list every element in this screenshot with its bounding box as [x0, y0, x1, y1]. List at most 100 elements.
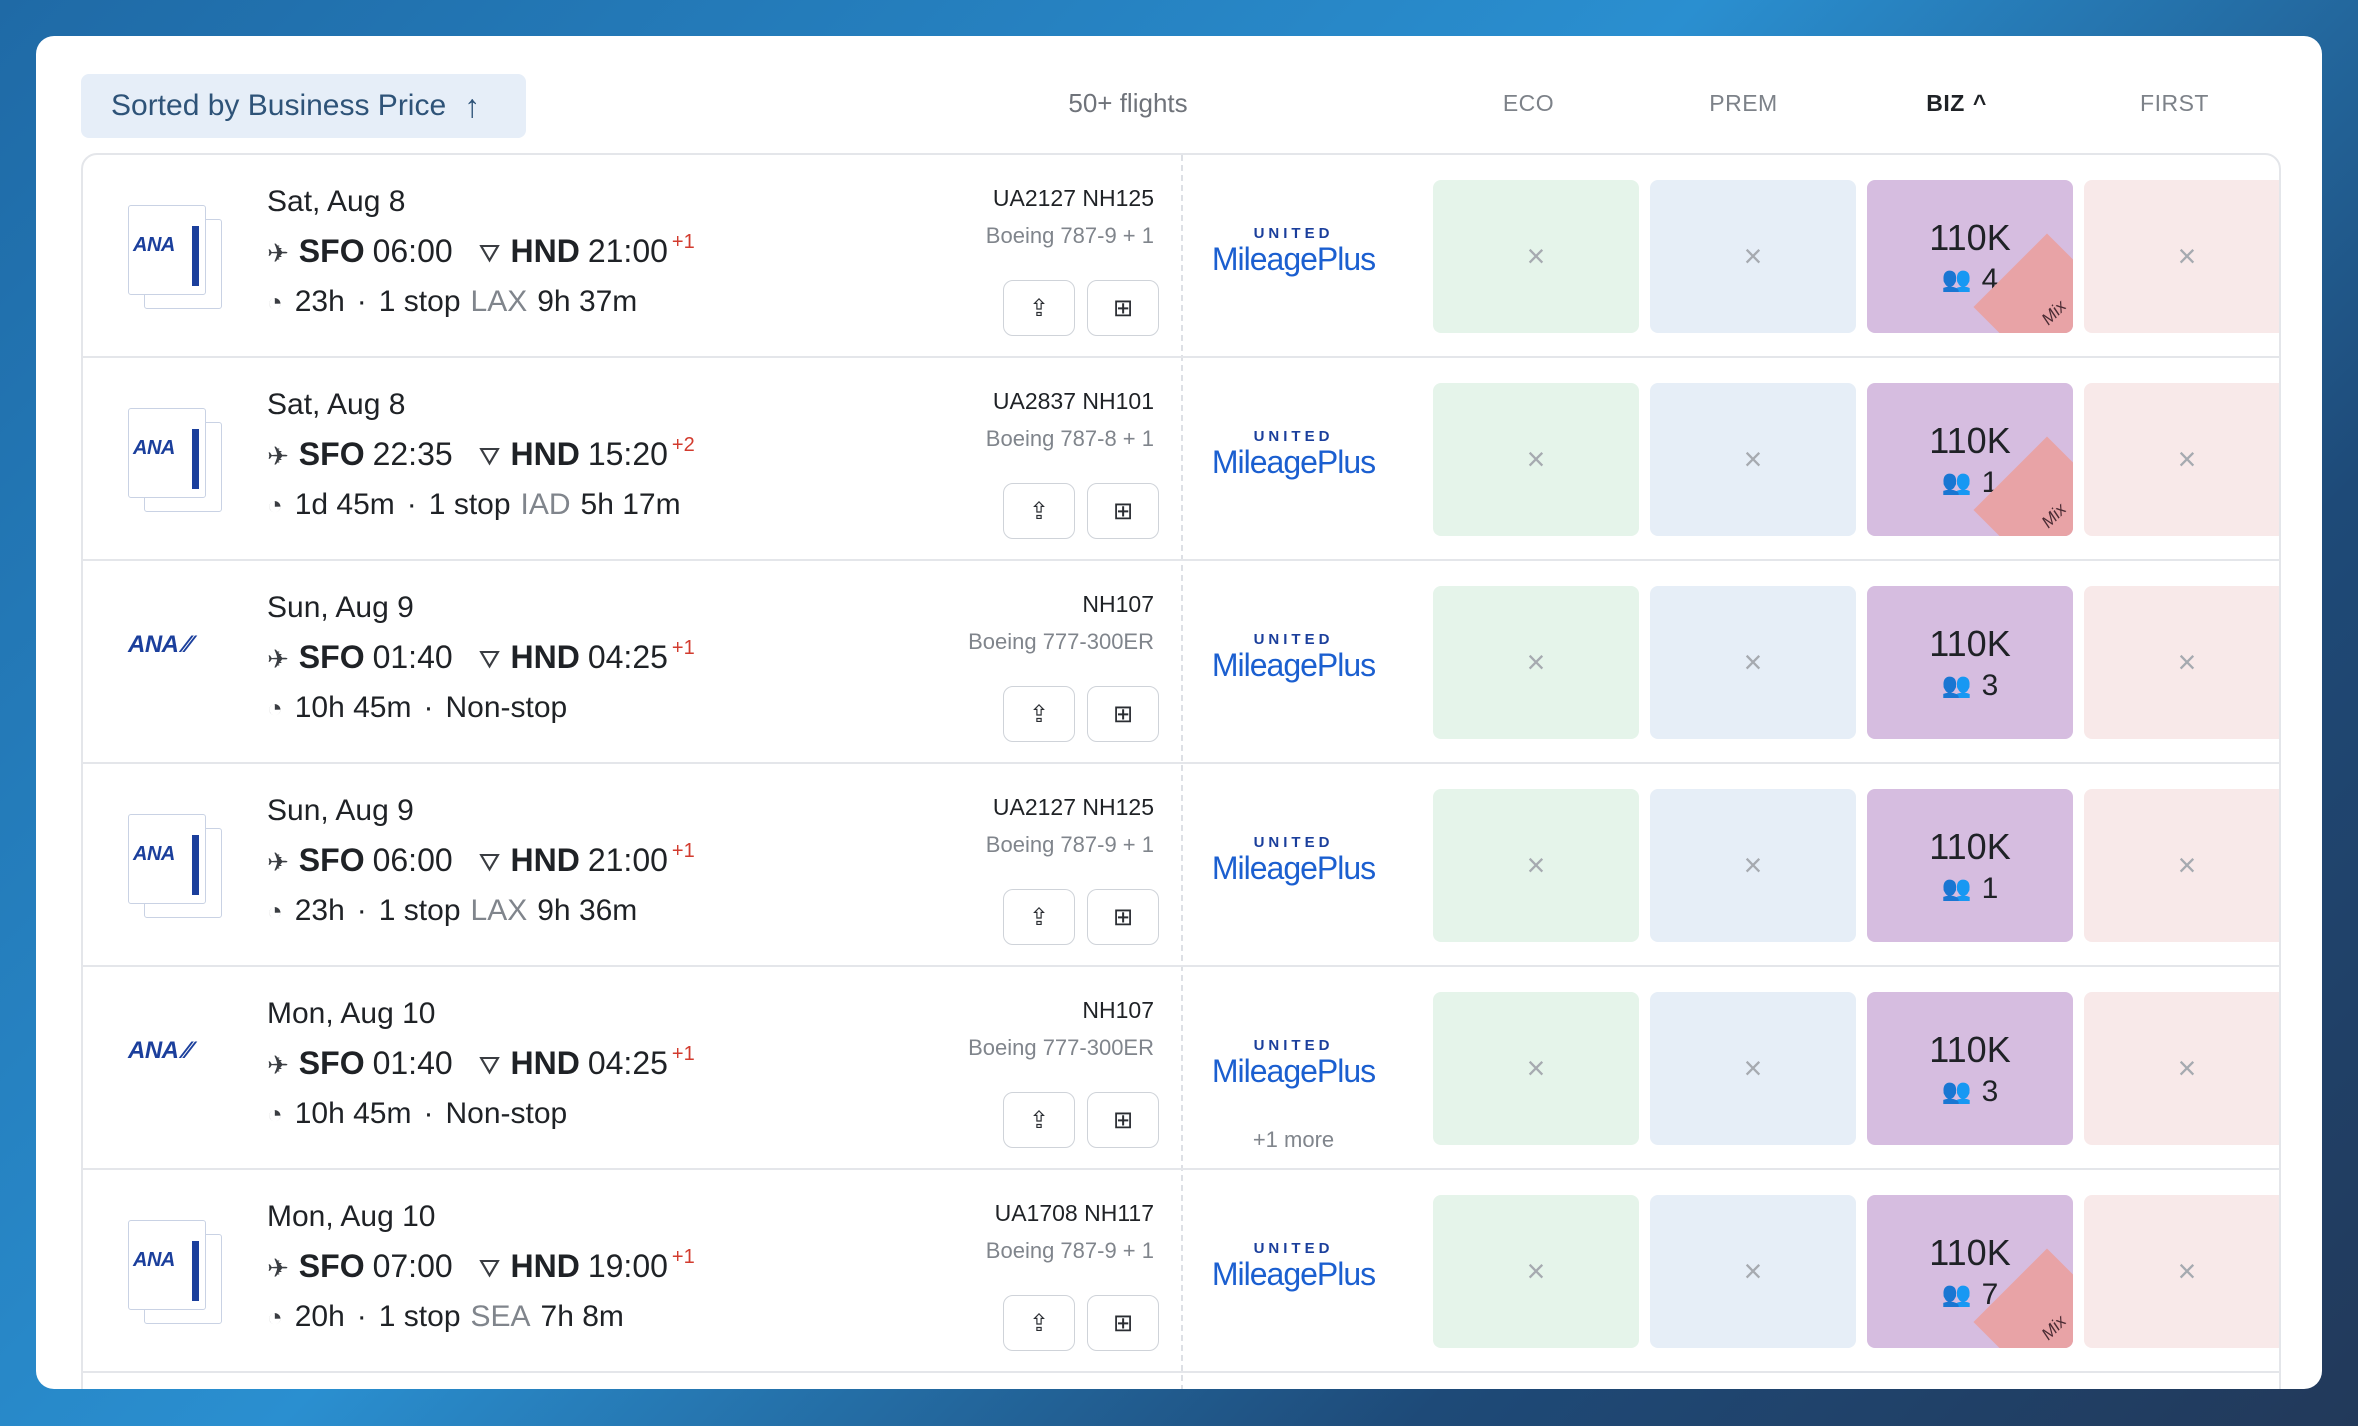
- x-icon: ×: [2177, 238, 2197, 274]
- x-icon: ×: [1743, 441, 1763, 477]
- biz-price: 110K: [1929, 825, 2011, 867]
- column-header-biz[interactable]: BIZ ^: [1854, 90, 2059, 117]
- stops-text: 1 stop: [428, 488, 511, 521]
- add-icon: ⊞: [1112, 903, 1134, 931]
- layover-airport: LAX: [470, 894, 528, 927]
- flight-row[interactable]: ANA Sat, Aug 8 ✈ SFO 22:35 ⛛ HND 15:20 +…: [83, 358, 2279, 561]
- separator-dot: ·: [406, 488, 417, 521]
- arrival-time: 21:00: [587, 842, 668, 878]
- add-button[interactable]: ⊞: [1087, 483, 1159, 539]
- fare-cell-first[interactable]: ×: [2084, 586, 2279, 739]
- clock-icon: ◔: [267, 895, 283, 926]
- share-button[interactable]: ⇪: [1003, 889, 1075, 945]
- destination-code: HND: [510, 436, 580, 472]
- add-button[interactable]: ⊞: [1087, 280, 1159, 336]
- fare-cell-prem[interactable]: ×: [1650, 180, 1856, 333]
- fare-cell-biz[interactable]: 110K 👥 1 Mix: [1867, 383, 2073, 536]
- departure-time: 22:35: [372, 436, 453, 472]
- flight-route: ✈ SFO 06:00 ⛛ HND 21:00 +1: [267, 231, 705, 270]
- fare-cell-biz[interactable]: 110K 👥 1: [1867, 789, 2073, 942]
- add-button[interactable]: ⊞: [1087, 1295, 1159, 1351]
- share-button[interactable]: ⇪: [1003, 1295, 1075, 1351]
- fare-cell-eco[interactable]: ×: [1433, 992, 1639, 1145]
- duration-text: 23h: [294, 285, 345, 318]
- origin-code: SFO: [298, 436, 365, 472]
- layover-time: 5h 17m: [580, 488, 681, 521]
- fare-cell-first[interactable]: ×: [2084, 180, 2279, 333]
- flight-numbers: UA2837 NH101: [992, 388, 1154, 414]
- stops-text: Non-stop: [445, 691, 568, 724]
- fare-cell-eco[interactable]: ×: [1433, 180, 1639, 333]
- airline-logo: ANA: [128, 408, 228, 512]
- fare-cell-first[interactable]: ×: [2084, 789, 2279, 942]
- share-button[interactable]: ⇪: [1003, 686, 1075, 742]
- aircraft-type: Boeing 787-9 + 1: [985, 832, 1154, 857]
- ana-logo-text: ANA: [133, 437, 175, 459]
- flight-row[interactable]: ANA Sat, Aug 8 ✈ SFO 06:00 ⛛ HND 21:00 +…: [83, 155, 2279, 358]
- share-button[interactable]: ⇪: [1003, 483, 1075, 539]
- ana-logo-icon: ANA: [128, 205, 206, 295]
- fare-cell-first[interactable]: ×: [2084, 1195, 2279, 1348]
- fare-cell-biz[interactable]: 110K 👥 3: [1867, 992, 2073, 1145]
- share-button[interactable]: ⇪: [1003, 280, 1075, 336]
- biz-price: 110K: [1929, 216, 2011, 258]
- flight-row[interactable]: ANA Sun, Aug 9 ✈ SFO 06:00 ⛛ HND 21:00 +…: [83, 764, 2279, 967]
- fare-cell-biz[interactable]: 110K 👥 7 Mix: [1867, 1195, 2073, 1348]
- fare-cell-prem[interactable]: ×: [1650, 586, 1856, 739]
- add-icon: ⊞: [1112, 1309, 1134, 1337]
- add-button[interactable]: ⊞: [1087, 889, 1159, 945]
- plane-landing-icon: ⛛: [478, 1050, 501, 1080]
- program-logo-mileageplus[interactable]: UNITED MileagePlus: [1211, 1240, 1376, 1291]
- column-header-eco[interactable]: ECO: [1426, 90, 1631, 117]
- fare-cell-eco[interactable]: ×: [1433, 586, 1639, 739]
- origin-code: SFO: [298, 1248, 365, 1284]
- x-icon: ×: [1743, 644, 1763, 680]
- stops-text: 1 stop: [378, 894, 461, 927]
- separator-dot: ·: [356, 894, 367, 927]
- biz-seats: 👥 3: [1942, 1075, 1999, 1109]
- sort-button[interactable]: Sorted by Business Price ↑: [81, 74, 526, 138]
- ana-logo-bar: [192, 1241, 199, 1301]
- fare-cell-biz[interactable]: 110K 👥 4 Mix: [1867, 180, 2073, 333]
- share-button[interactable]: ⇪: [1003, 1092, 1075, 1148]
- departure-time: 01:40: [372, 1045, 453, 1081]
- fare-cell-prem[interactable]: ×: [1650, 1195, 1856, 1348]
- chevron-up-icon: ^: [1972, 90, 1987, 116]
- people-icon: 👥: [1941, 672, 1972, 699]
- flight-date: Sat, Aug 8: [267, 185, 406, 218]
- airline-logo: ANA: [128, 814, 228, 918]
- flight-numbers: UA2127 NH125: [992, 794, 1154, 820]
- add-button[interactable]: ⊞: [1087, 686, 1159, 742]
- fare-cell-first[interactable]: ×: [2084, 383, 2279, 536]
- fare-cell-eco[interactable]: ×: [1433, 383, 1639, 536]
- flight-date: Sat, Aug 8: [267, 388, 406, 421]
- flight-date: Mon, Aug 10: [267, 1200, 436, 1233]
- fare-cell-prem[interactable]: ×: [1650, 789, 1856, 942]
- flight-row[interactable]: ANA ⁄⁄ Sun, Aug 9 ✈ SFO 01:40 ⛛ HND 04:2…: [83, 561, 2279, 764]
- fare-cell-eco[interactable]: ×: [1433, 789, 1639, 942]
- program-logo-mileageplus[interactable]: UNITED MileagePlus: [1211, 834, 1376, 885]
- x-icon: ×: [2177, 847, 2197, 883]
- destination-code: HND: [510, 1248, 580, 1284]
- fare-cell-eco[interactable]: ×: [1433, 1195, 1639, 1348]
- fare-cell-prem[interactable]: ×: [1650, 992, 1856, 1145]
- fare-cell-prem[interactable]: ×: [1650, 383, 1856, 536]
- column-header-prem[interactable]: PREM: [1641, 90, 1846, 117]
- column-header-first[interactable]: FIRST: [2072, 90, 2277, 117]
- flight-duration: ◔ 23h · 1 stop LAX 9h 37m: [267, 285, 637, 319]
- flight-row[interactable]: ANA ⁄⁄ Mon, Aug 10 ✈ SFO 01:40 ⛛ HND 04:…: [83, 967, 2279, 1170]
- program-logo-mileageplus[interactable]: UNITED MileagePlus: [1211, 1037, 1376, 1088]
- origin-code: SFO: [298, 233, 365, 269]
- program-logo-mileageplus[interactable]: UNITED MileagePlus: [1211, 631, 1376, 682]
- clock-icon: ◔: [267, 1301, 283, 1332]
- program-logo-mileageplus[interactable]: UNITED MileagePlus: [1211, 225, 1376, 276]
- flight-row[interactable]: ANA Mon, Aug 10 ✈ SFO 07:00 ⛛ HND 19:00 …: [83, 1170, 2279, 1373]
- x-icon: ×: [1743, 847, 1763, 883]
- biz-price: 110K: [1929, 419, 2011, 461]
- x-icon: ×: [1526, 1050, 1546, 1086]
- add-button[interactable]: ⊞: [1087, 1092, 1159, 1148]
- fare-cell-first[interactable]: ×: [2084, 992, 2279, 1145]
- program-logo-mileageplus[interactable]: UNITED MileagePlus: [1211, 428, 1376, 479]
- fare-cell-biz[interactable]: 110K 👥 3: [1867, 586, 2073, 739]
- more-programs-link[interactable]: +1 more: [1252, 1127, 1335, 1152]
